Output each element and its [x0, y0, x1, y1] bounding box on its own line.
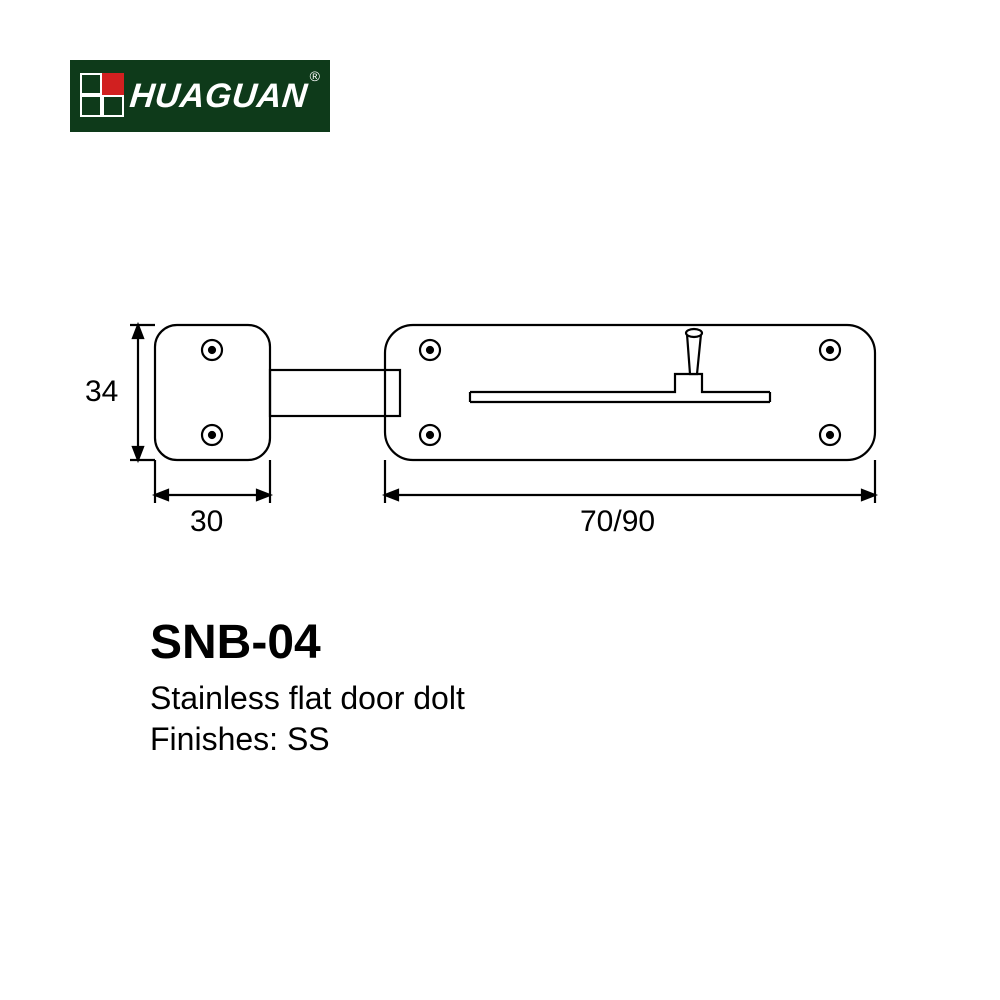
brand-logo: HUAGUAN ®	[70, 60, 330, 132]
bolt-bar	[270, 370, 400, 416]
product-description: Stainless flat door dolt	[150, 680, 465, 717]
screw-hole-center	[827, 347, 833, 353]
product-info: SNB-04 Stainless flat door dolt Finishes…	[150, 615, 465, 762]
brand-name: HUAGUAN	[128, 77, 309, 116]
bolt-handle	[687, 334, 701, 374]
screw-hole-center	[209, 347, 215, 353]
dim-label-keeper: 30	[190, 505, 223, 539]
logo-squares-icon	[80, 73, 126, 119]
screw-hole-center	[427, 432, 433, 438]
dim-label-body: 70/90	[580, 505, 655, 539]
product-finishes: Finishes: SS	[150, 721, 465, 758]
dim-keeper-width	[155, 460, 270, 503]
technical-drawing: 34 30 70/90	[90, 300, 910, 560]
screw-hole-center	[209, 432, 215, 438]
dim-body-length	[385, 460, 875, 503]
registered-mark-icon: ®	[310, 68, 320, 84]
screw-hole-center	[827, 432, 833, 438]
keeper-plate	[155, 325, 270, 460]
slide-slot	[470, 374, 770, 402]
dim-label-height: 34	[85, 375, 118, 409]
dim-height	[130, 325, 155, 460]
screw-hole-center	[427, 347, 433, 353]
bolt-handle-top	[686, 329, 702, 337]
model-number: SNB-04	[150, 615, 465, 670]
